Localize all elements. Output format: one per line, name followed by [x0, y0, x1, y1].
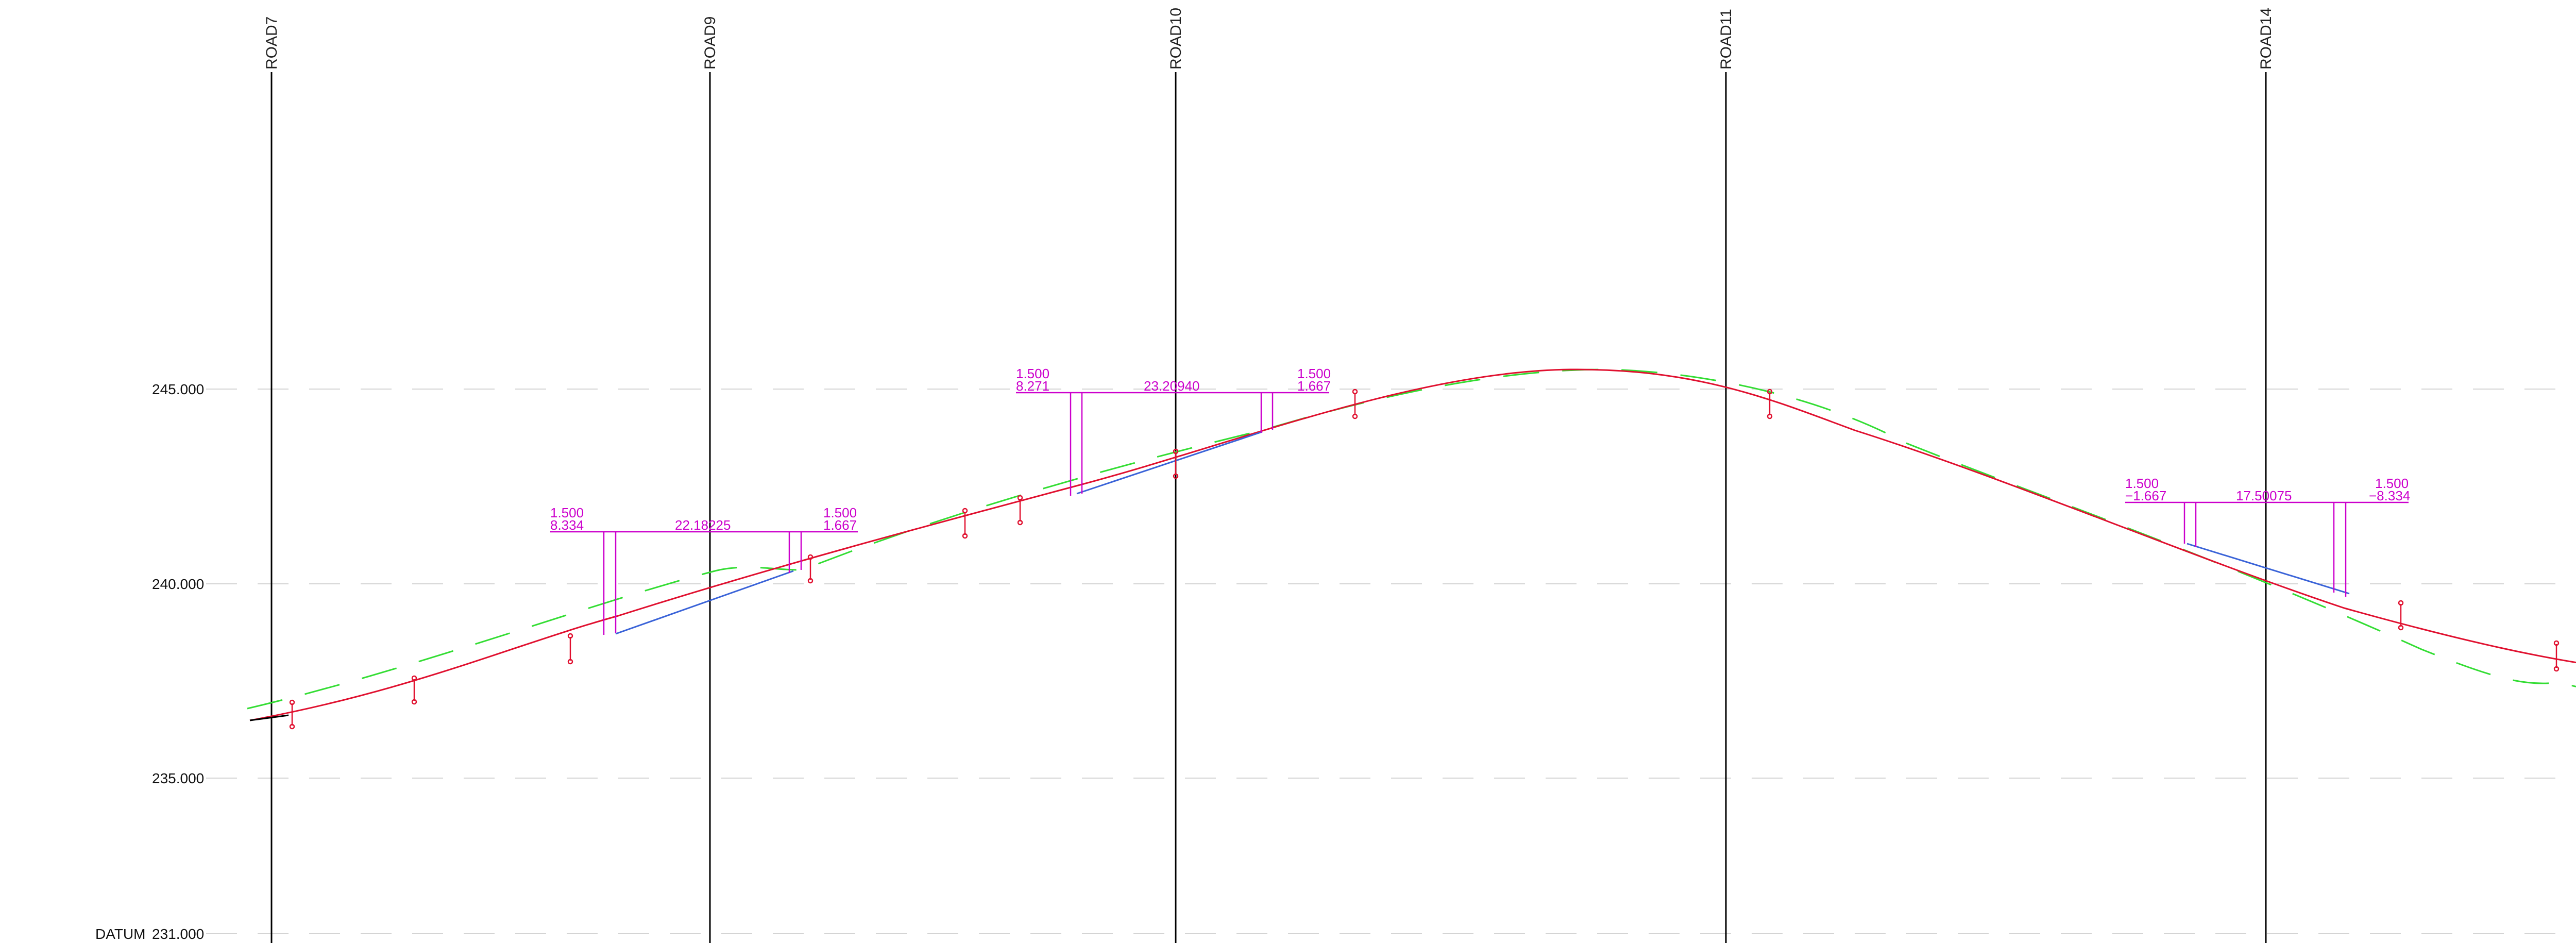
dimension-group-1-text: 1.500 8.334 22.18225 1.500 1.667 [550, 505, 857, 533]
blue-segment-2 [1076, 431, 1263, 495]
design-profile [249, 368, 2576, 721]
dimension-group-3 [2125, 501, 2409, 597]
profile-start-segment [249, 714, 289, 721]
dim1-right-bottom: 1.667 [823, 517, 857, 533]
dim3-span: 17.50075 [2236, 488, 2292, 503]
dimension-group-2 [1016, 392, 1329, 496]
road-labels: ROAD7 ROAD9 ROAD10 ROAD11 ROAD14 [263, 8, 2275, 70]
dim3-right-bottom: −8.334 [2369, 488, 2410, 503]
blue-segment-3 [2187, 543, 2350, 595]
dimension-group-2-text: 1.500 8.271 23.20940 1.500 1.667 [1016, 366, 1331, 394]
datum-label: DATUM [95, 926, 145, 942]
elevation-label-240: 240.000 [152, 576, 204, 592]
marker-2 [411, 675, 417, 705]
marker-6 [1017, 495, 1023, 526]
elevation-label-245: 245.000 [152, 381, 204, 397]
dimension-group-1 [550, 531, 858, 635]
blue-segment-1 [615, 570, 794, 635]
elevation-labels: 245.000 240.000 235.000 231.000 DATUM [95, 381, 204, 942]
marker-3 [567, 633, 573, 665]
marker-7 [1173, 448, 1179, 479]
dim3-right-top: 1.500 [2375, 476, 2409, 491]
elevation-label-231: 231.000 [152, 926, 204, 942]
road-label-road9: ROAD9 [702, 16, 719, 70]
marker-11 [2553, 640, 2560, 672]
road-lines [270, 72, 2267, 943]
marker-1 [289, 699, 295, 730]
elevation-grid [206, 389, 2576, 934]
marker-5 [962, 508, 968, 539]
dim1-left-bottom: 8.334 [550, 517, 584, 533]
dim2-right-bottom: 1.667 [1297, 378, 1331, 394]
marker-10 [2398, 600, 2404, 631]
road-label-road10: ROAD10 [1167, 8, 1184, 70]
marker-4 [807, 554, 814, 584]
existing-ground-profile [247, 368, 2576, 710]
elevation-label-235: 235.000 [152, 770, 204, 786]
road-label-road7: ROAD7 [263, 16, 280, 70]
dim3-left-bottom: −1.667 [2125, 488, 2166, 503]
dim1-span: 22.18225 [675, 517, 731, 533]
dim1-left-top: 1.500 [550, 505, 584, 520]
dim2-left-bottom: 8.271 [1016, 378, 1049, 394]
marker-8 [1352, 389, 1358, 419]
marker-9 [1767, 389, 1773, 419]
profile-markers [289, 389, 2560, 730]
road-label-road11: ROAD11 [1718, 9, 1735, 70]
dim2-right-top: 1.500 [1297, 366, 1331, 381]
dim3-left-top: 1.500 [2125, 476, 2159, 491]
dim1-right-top: 1.500 [823, 505, 857, 520]
dim2-left-top: 1.500 [1016, 366, 1049, 381]
blue-segments [615, 431, 2350, 635]
dim2-span: 23.20940 [1144, 378, 1199, 394]
dimension-group-3-text: 1.500 −1.667 17.50075 1.500 −8.334 [2125, 476, 2410, 503]
road-label-road14: ROAD14 [2258, 8, 2275, 70]
